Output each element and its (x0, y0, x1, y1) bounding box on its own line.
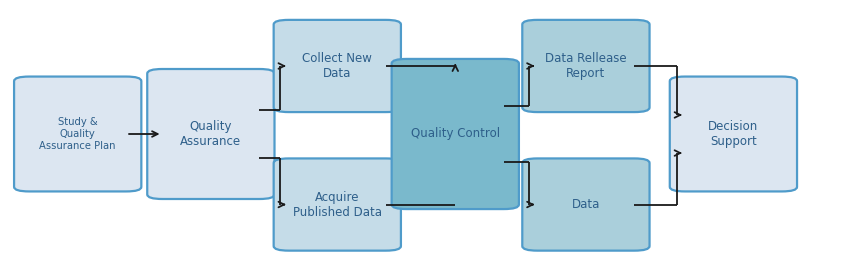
Text: Study &
Quality
Assurance Plan: Study & Quality Assurance Plan (40, 117, 116, 151)
Text: Decision
Support: Decision Support (709, 120, 759, 148)
FancyBboxPatch shape (147, 69, 274, 199)
FancyBboxPatch shape (273, 158, 401, 251)
Text: Quality
Assurance: Quality Assurance (181, 120, 242, 148)
FancyBboxPatch shape (670, 77, 797, 191)
Text: Quality Control: Quality Control (411, 128, 500, 140)
FancyBboxPatch shape (14, 77, 141, 191)
Text: Data: Data (572, 198, 600, 211)
FancyBboxPatch shape (522, 158, 649, 251)
FancyBboxPatch shape (522, 20, 649, 112)
Text: Acquire
Published Data: Acquire Published Data (292, 191, 382, 218)
Text: Data Rellease
Report: Data Rellease Report (545, 52, 627, 80)
Text: Collect New
Data: Collect New Data (303, 52, 372, 80)
FancyBboxPatch shape (391, 59, 519, 209)
FancyBboxPatch shape (273, 20, 401, 112)
